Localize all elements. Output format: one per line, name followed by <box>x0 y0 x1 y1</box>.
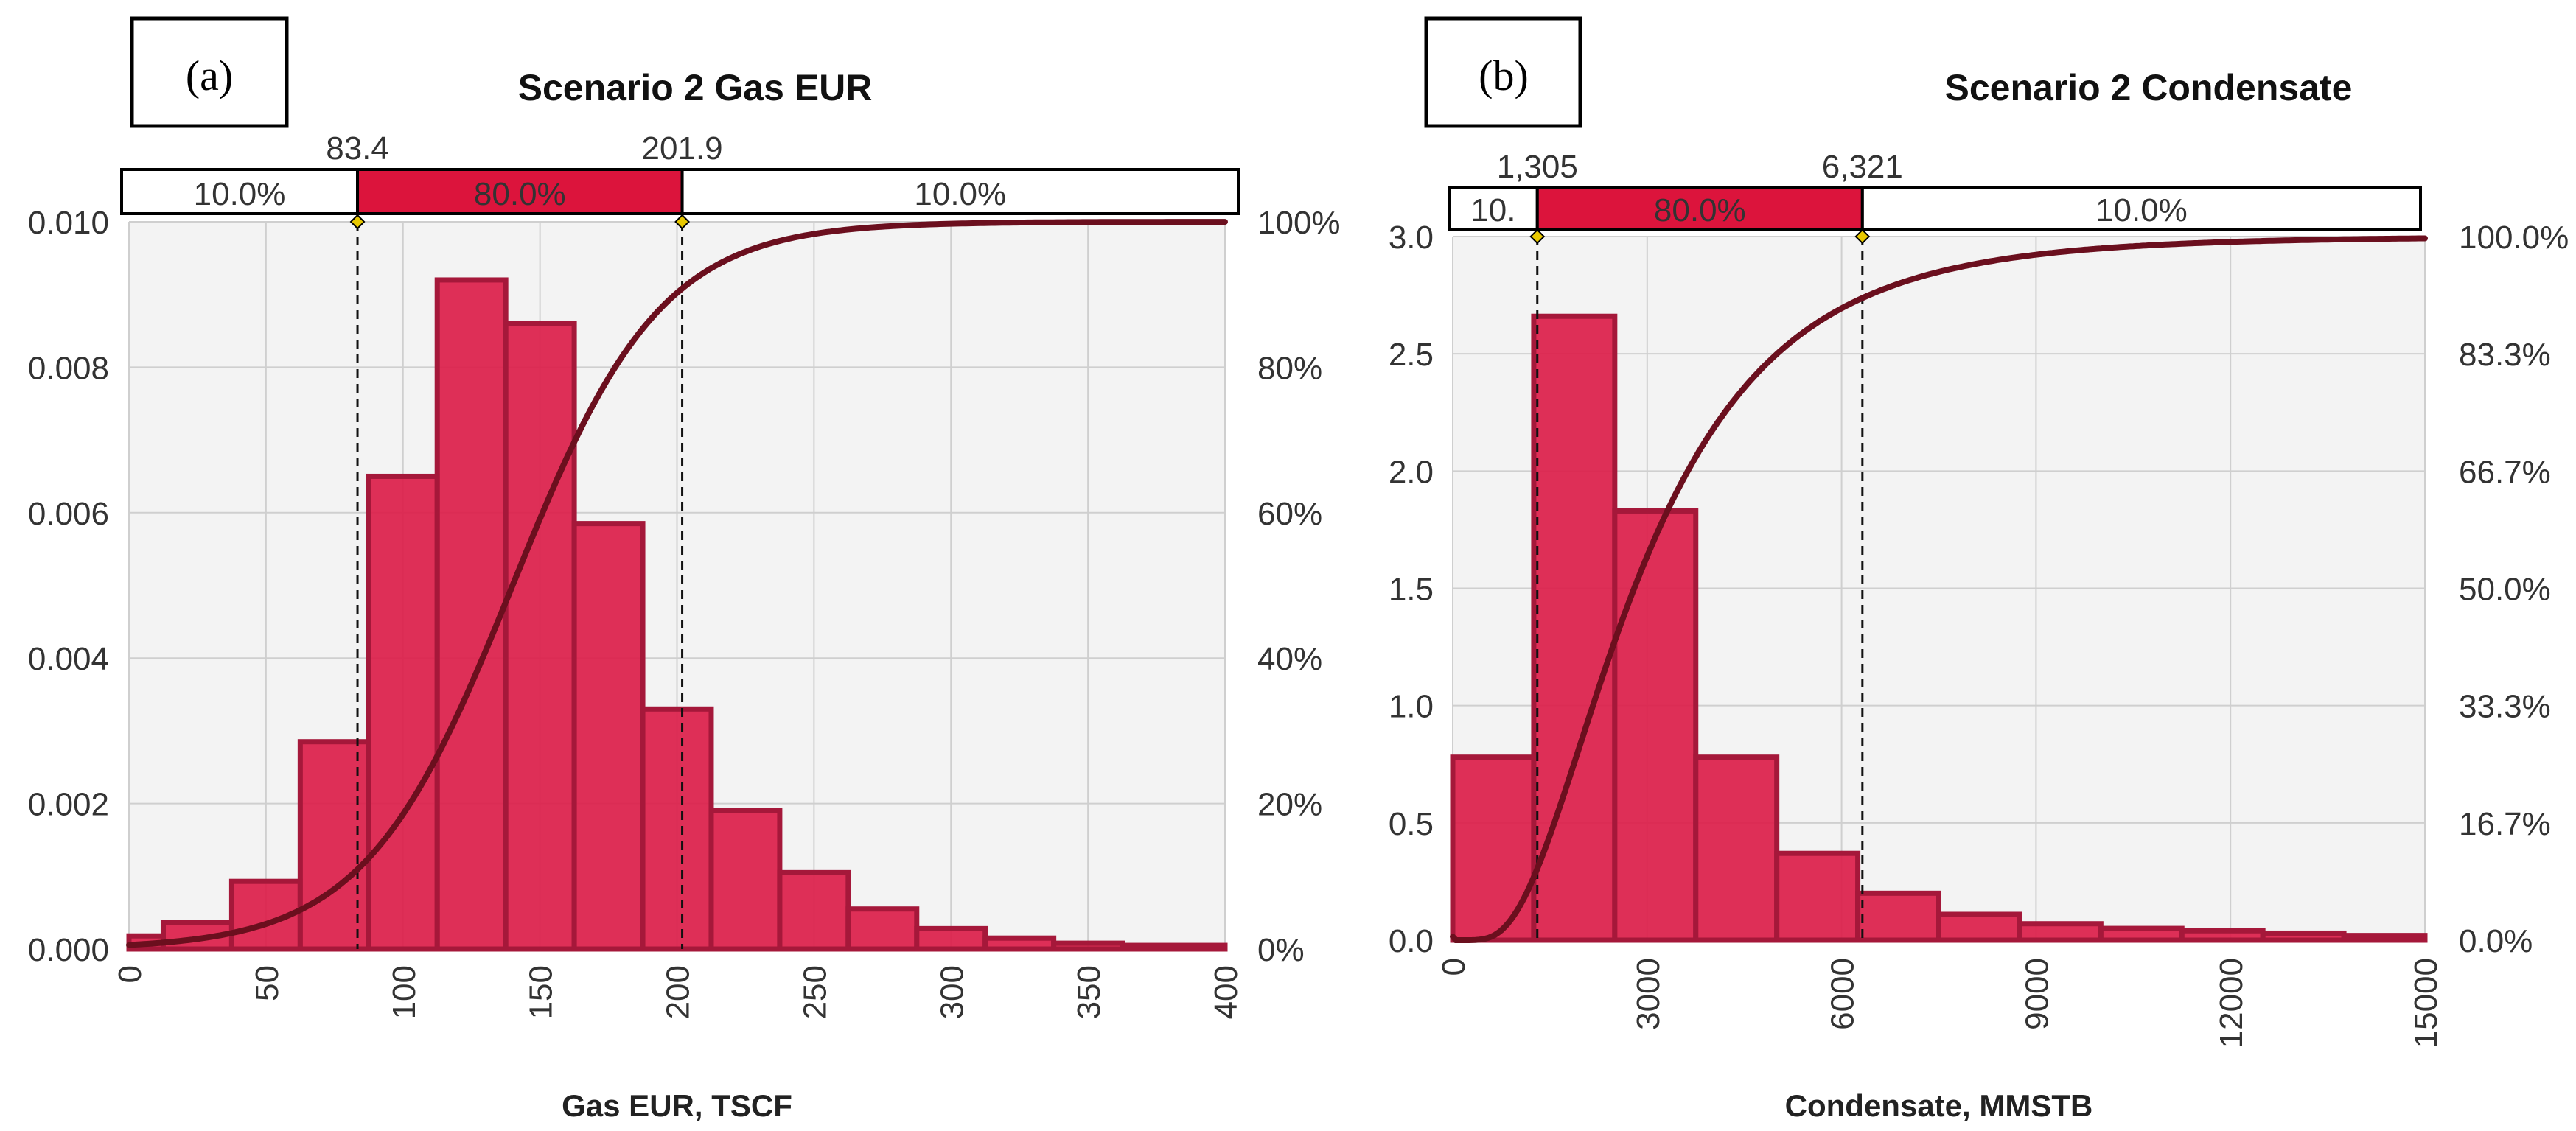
x-tick-label: 50 <box>249 965 285 1001</box>
histogram-bar <box>1051 940 1125 952</box>
x-tick-label: 100 <box>386 965 422 1019</box>
percentile-marker-diamond <box>349 214 366 230</box>
histogram-bar <box>2260 930 2347 943</box>
x-tick-label: 350 <box>1071 965 1107 1019</box>
x-axis-label: Gas EUR, TSCF <box>562 1088 792 1123</box>
y2-tick-label: 100.0% <box>2459 220 2569 256</box>
histogram-bar <box>1693 754 1780 943</box>
band-left-label: 10.0% <box>194 176 286 212</box>
panel-label-box <box>1424 16 1582 128</box>
y-tick-label: 2.5 <box>1389 337 1434 373</box>
histogram-bar <box>1450 754 1537 943</box>
band-middle <box>356 168 684 215</box>
histogram-bar <box>434 277 509 952</box>
x-tick-label: 9000 <box>2019 958 2055 1030</box>
band-right-label: 10.0% <box>914 176 1006 212</box>
y2-tick-label: 66.7% <box>2459 454 2551 490</box>
x-tick-label: 15000 <box>2408 958 2444 1048</box>
x-tick-label: 3000 <box>1630 958 1666 1030</box>
histogram-bar <box>1612 508 1699 943</box>
x-tick-label: 300 <box>934 965 970 1019</box>
y2-tick-label: 33.3% <box>2459 689 2551 725</box>
y2-tick-label: 50.0% <box>2459 572 2551 608</box>
y-tick-label: 2.0 <box>1389 454 1434 490</box>
x-axis-label: Condensate, MMSTB <box>1785 1088 2093 1123</box>
x-tick-label: 150 <box>523 965 559 1019</box>
histogram-bar <box>571 521 646 952</box>
band-right <box>680 168 1240 215</box>
x-tick-label: 250 <box>797 965 833 1019</box>
histogram-bar <box>2341 933 2428 943</box>
y-tick-label: 0.008 <box>28 350 109 386</box>
histogram-bar <box>914 925 988 952</box>
y-tick-label: 1.0 <box>1389 689 1434 725</box>
y-tick-label: 3.0 <box>1389 220 1434 256</box>
histogram-bar <box>2179 928 2266 943</box>
band-right <box>1860 186 2423 231</box>
histogram-bar <box>1936 911 2022 943</box>
histogram-bar <box>2098 925 2185 943</box>
histogram-bar <box>777 869 851 952</box>
y2-tick-label: 0.0% <box>2459 923 2533 959</box>
band-left <box>120 168 360 215</box>
y2-tick-label: 20% <box>1257 787 1322 823</box>
histogram-bar <box>1531 313 1618 943</box>
y2-tick-label: 80% <box>1257 350 1322 386</box>
panel-label: (b) <box>1479 52 1529 99</box>
y2-tick-label: 40% <box>1257 641 1322 677</box>
band-middle <box>1535 186 1864 231</box>
cdf-curve <box>126 219 1228 948</box>
histogram-bar <box>845 906 920 952</box>
histogram-bar <box>640 706 714 952</box>
histogram-bar <box>1120 942 1228 952</box>
y2-tick-label: 100% <box>1257 205 1341 241</box>
panel-label-box <box>130 16 289 128</box>
panel-b: (b) Scenario 2 Condensate 10. 80.0% 10.0% 1,3… <box>1389 16 2569 1123</box>
y-tick-label: 0.004 <box>28 641 109 677</box>
chart-title: Scenario 2 Gas EUR <box>518 67 873 108</box>
x-tick-label: 200 <box>660 965 697 1019</box>
histogram-bar <box>708 808 783 952</box>
histogram-bar <box>1774 850 1861 943</box>
panel-label: (a) <box>186 52 233 99</box>
percentile-marker-diamond <box>1854 228 1871 245</box>
percentile-marker-diamond <box>674 214 690 230</box>
y2-tick-label: 16.7% <box>2459 806 2551 842</box>
histogram-bar <box>1855 890 1941 943</box>
percentile-marker-diamond <box>1529 228 1546 245</box>
percentile-value-label: 1,305 <box>1497 149 1578 185</box>
histogram-bar <box>366 473 440 952</box>
y-tick-label: 0.0 <box>1389 923 1434 959</box>
band-right-label: 10.0% <box>2095 192 2188 228</box>
y2-tick-label: 0% <box>1257 932 1305 968</box>
percentile-value-label: 83.4 <box>326 130 389 167</box>
y2-tick-label: 83.3% <box>2459 337 2551 373</box>
y-tick-label: 0.006 <box>28 496 109 532</box>
x-tick-label: 0 <box>112 965 148 983</box>
x-tick-label: 12000 <box>2213 958 2249 1048</box>
histogram-bar <box>982 935 1057 952</box>
cdf-curve <box>1450 235 2428 943</box>
y-tick-label: 0.5 <box>1389 806 1434 842</box>
band-middle-label: 80.0% <box>474 176 566 212</box>
y-tick-label: 0.010 <box>28 205 109 241</box>
histogram-bar <box>2017 921 2104 943</box>
panel-a: (a) Scenario 2 Gas EUR 10.0% 80.0% 10.0% 83.4… <box>28 16 1341 1123</box>
band-left-label: 10. <box>1470 192 1515 228</box>
chart-title: Scenario 2 Condensate <box>1945 67 2353 108</box>
band-middle-label: 80.0% <box>1654 192 1746 228</box>
x-tick-label: 6000 <box>1825 958 1861 1030</box>
histogram-bar <box>503 321 577 952</box>
x-tick-label: 0 <box>1436 958 1472 976</box>
x-tick-label: 400 <box>1208 965 1244 1019</box>
y-tick-label: 1.5 <box>1389 572 1434 608</box>
y-tick-label: 0.000 <box>28 932 109 968</box>
y2-tick-label: 60% <box>1257 496 1322 532</box>
y-tick-label: 0.002 <box>28 787 109 823</box>
percentile-value-label: 201.9 <box>642 130 723 167</box>
percentile-value-label: 6,321 <box>1822 149 1903 185</box>
